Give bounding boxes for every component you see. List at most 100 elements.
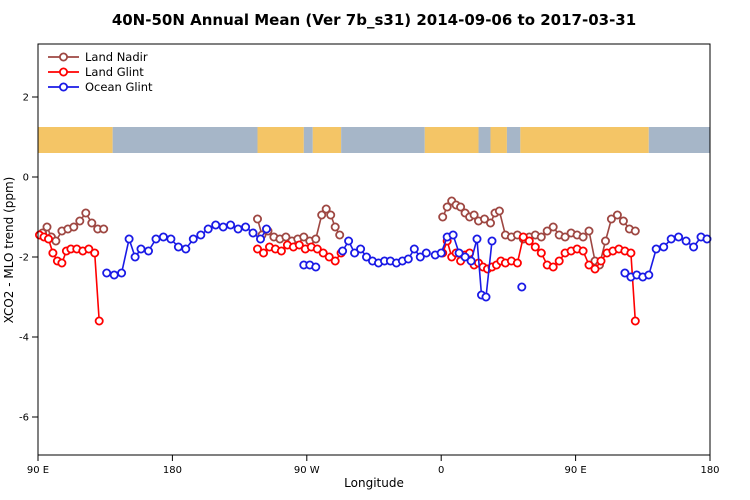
- data-point-ocean-glint: [248, 228, 258, 238]
- data-point-ocean-glint: [173, 242, 183, 252]
- legend-swatch-circle: [59, 67, 69, 77]
- data-point-land-nadir: [42, 222, 52, 232]
- data-point-ocean-glint: [454, 248, 464, 258]
- data-point-ocean-glint: [311, 262, 321, 272]
- data-point-land-nadir: [87, 218, 97, 228]
- map-strip-segment-ocean: [648, 127, 710, 153]
- data-point-ocean-glint: [666, 234, 676, 244]
- land-ocean-map-strip: [38, 127, 710, 153]
- data-point-land-nadir: [606, 214, 616, 224]
- data-point-ocean-glint: [338, 246, 348, 256]
- data-point-ocean-glint: [481, 292, 491, 302]
- data-point-ocean-glint: [203, 224, 213, 234]
- data-point-land-nadir: [438, 212, 448, 222]
- data-point-ocean-glint: [620, 268, 630, 278]
- data-point-land-glint: [330, 256, 340, 266]
- data-point-land-glint: [312, 244, 322, 254]
- data-point-land-nadir: [442, 202, 452, 212]
- data-point-ocean-glint: [409, 244, 419, 254]
- y-tick-label: -6: [19, 413, 29, 424]
- data-point-ocean-glint: [689, 242, 699, 252]
- data-point-land-glint: [578, 246, 588, 256]
- data-point-ocean-glint: [130, 252, 140, 262]
- x-tick-label: 90 E: [27, 465, 49, 476]
- data-point-ocean-glint: [487, 236, 497, 246]
- data-point-land-nadir: [51, 236, 61, 246]
- data-point-ocean-glint: [158, 232, 168, 242]
- data-point-land-glint: [512, 258, 522, 268]
- y-axis-label: XCO2 - MLO trend (ppm): [2, 177, 16, 324]
- data-point-ocean-glint: [151, 234, 161, 244]
- data-point-land-glint: [584, 260, 594, 270]
- map-strip-segment-land: [520, 127, 649, 153]
- data-point-land-glint: [518, 232, 528, 242]
- legend-label: Land Glint: [85, 65, 144, 79]
- data-point-ocean-glint: [361, 252, 371, 262]
- data-point-ocean-glint: [344, 236, 354, 246]
- data-point-land-nadir: [69, 222, 79, 232]
- data-point-ocean-glint: [136, 244, 146, 254]
- data-point-land-glint: [626, 248, 636, 258]
- y-tick-label: 2: [23, 93, 29, 104]
- data-point-land-nadir: [317, 210, 327, 220]
- data-point-land-glint: [258, 248, 268, 258]
- y-tick-label: -4: [19, 333, 29, 344]
- data-point-ocean-glint: [124, 234, 134, 244]
- data-point-land-nadir: [99, 224, 109, 234]
- x-axis-label: Longitude: [344, 476, 404, 490]
- map-strip-segment-land: [424, 127, 479, 153]
- data-point-land-nadir: [536, 232, 546, 242]
- data-point-ocean-glint: [188, 234, 198, 244]
- data-point-land-glint: [590, 264, 600, 274]
- data-point-land-glint: [554, 256, 564, 266]
- data-point-land-nadir: [612, 210, 622, 220]
- data-point-ocean-glint: [466, 256, 476, 266]
- legend-swatch-circle: [59, 52, 69, 62]
- data-point-land-nadir: [618, 216, 628, 226]
- map-strip-segment-ocean: [341, 127, 425, 153]
- data-point-land-glint: [84, 244, 94, 254]
- data-point-land-glint: [524, 236, 534, 246]
- legend-label: Ocean Glint: [85, 80, 153, 94]
- data-point-land-nadir: [299, 232, 309, 242]
- data-point-ocean-glint: [436, 248, 446, 258]
- legend-swatch-circle: [59, 82, 69, 92]
- legend-label: Land Nadir: [85, 50, 148, 64]
- data-point-land-nadir: [560, 232, 570, 242]
- data-point-land-glint: [48, 248, 58, 258]
- data-point-land-glint: [318, 248, 328, 258]
- data-point-ocean-glint: [350, 248, 360, 258]
- data-point-ocean-glint: [233, 224, 243, 234]
- data-point-land-glint: [630, 316, 640, 326]
- map-strip-segment-ocean: [506, 127, 521, 153]
- y-tick-label: -2: [19, 253, 29, 264]
- data-point-ocean-glint: [460, 252, 470, 262]
- data-point-land-glint: [548, 262, 558, 272]
- data-point-land-nadir: [548, 222, 558, 232]
- map-strip-segment-ocean: [478, 127, 491, 153]
- map-strip-segment-land: [257, 127, 304, 153]
- data-point-land-nadir: [321, 204, 331, 214]
- data-point-land-glint: [44, 234, 54, 244]
- data-point-ocean-glint: [102, 268, 112, 278]
- legend-entry: Ocean Glint: [48, 80, 153, 94]
- data-point-ocean-glint: [143, 246, 153, 256]
- data-point-land-nadir: [81, 208, 91, 218]
- data-point-ocean-glint: [211, 220, 221, 230]
- data-point-ocean-glint: [702, 234, 712, 244]
- data-point-land-nadir: [252, 214, 262, 224]
- data-point-land-nadir: [630, 226, 640, 236]
- data-point-ocean-glint: [403, 254, 413, 264]
- data-point-land-nadir: [485, 218, 495, 228]
- data-point-land-glint: [294, 240, 304, 250]
- map-strip-segment-land: [490, 127, 507, 153]
- data-point-land-nadir: [75, 216, 85, 226]
- map-strip-segment-ocean: [112, 127, 258, 153]
- data-point-land-nadir: [330, 222, 340, 232]
- legend-entry: Land Glint: [48, 65, 144, 79]
- data-point-land-glint: [596, 256, 606, 266]
- data-point-land-nadir: [584, 226, 594, 236]
- data-point-land-glint: [324, 252, 334, 262]
- x-tick-label: 90 W: [294, 465, 320, 476]
